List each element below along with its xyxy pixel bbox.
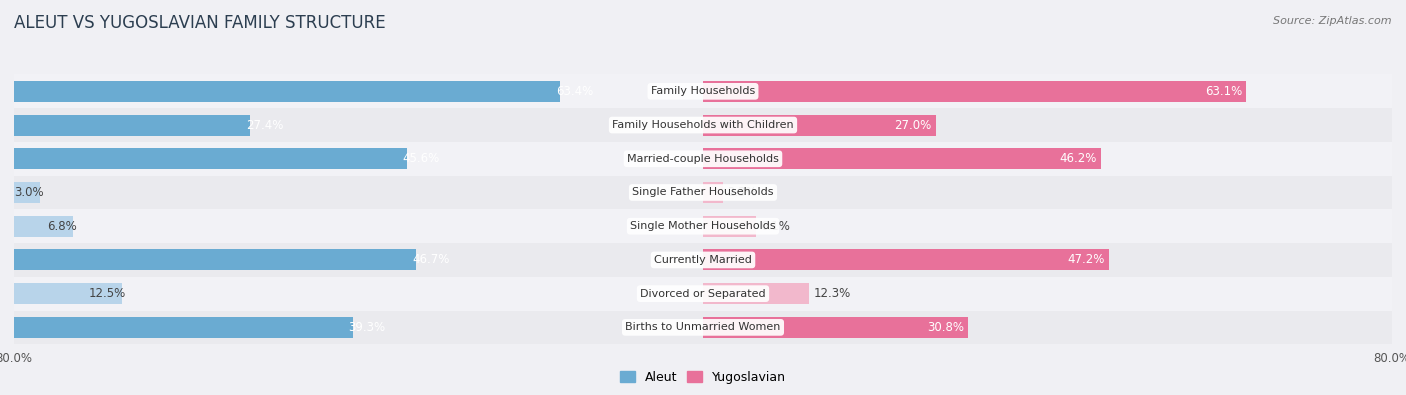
Bar [14, 283, 122, 304]
Text: 39.3%: 39.3% [349, 321, 385, 334]
Bar [703, 148, 1101, 169]
Text: Currently Married: Currently Married [654, 255, 752, 265]
Text: Births to Unmarried Women: Births to Unmarried Women [626, 322, 780, 332]
Bar [703, 176, 1392, 209]
Text: Family Households with Children: Family Households with Children [612, 120, 794, 130]
Bar [703, 75, 1392, 108]
Bar [14, 108, 703, 142]
Bar [703, 115, 935, 135]
Bar [14, 277, 703, 310]
Text: 12.3%: 12.3% [813, 287, 851, 300]
Text: 27.4%: 27.4% [246, 118, 283, 132]
Bar [14, 209, 703, 243]
Text: 2.3%: 2.3% [727, 186, 756, 199]
Bar [14, 182, 39, 203]
Bar [703, 317, 969, 338]
Bar [703, 243, 1392, 277]
Bar [14, 176, 703, 209]
Bar [14, 148, 406, 169]
Bar [703, 108, 1392, 142]
Bar [14, 81, 560, 102]
Bar [14, 250, 416, 271]
Text: Single Father Households: Single Father Households [633, 188, 773, 198]
Text: 30.8%: 30.8% [927, 321, 965, 334]
Bar [703, 81, 1246, 102]
Text: Married-couple Households: Married-couple Households [627, 154, 779, 164]
Text: 46.7%: 46.7% [412, 254, 450, 267]
Text: 12.5%: 12.5% [89, 287, 127, 300]
Bar [703, 182, 723, 203]
Bar [14, 115, 250, 135]
Text: 3.0%: 3.0% [14, 186, 44, 199]
Text: 47.2%: 47.2% [1067, 254, 1105, 267]
Bar [703, 250, 1109, 271]
Bar [14, 216, 73, 237]
Bar [703, 142, 1392, 176]
Text: 45.6%: 45.6% [402, 152, 440, 165]
Text: Divorced or Separated: Divorced or Separated [640, 289, 766, 299]
Text: ALEUT VS YUGOSLAVIAN FAMILY STRUCTURE: ALEUT VS YUGOSLAVIAN FAMILY STRUCTURE [14, 13, 385, 32]
Text: 6.1%: 6.1% [759, 220, 790, 233]
Text: 6.8%: 6.8% [48, 220, 77, 233]
Text: 27.0%: 27.0% [894, 118, 931, 132]
Text: Source: ZipAtlas.com: Source: ZipAtlas.com [1274, 16, 1392, 26]
Bar [703, 209, 1392, 243]
Bar [703, 283, 808, 304]
Bar [14, 310, 703, 344]
Bar [703, 277, 1392, 310]
Text: 46.2%: 46.2% [1059, 152, 1097, 165]
Bar [14, 317, 353, 338]
Bar [14, 142, 703, 176]
Text: 63.4%: 63.4% [555, 85, 593, 98]
Bar [14, 75, 703, 108]
Bar [14, 243, 703, 277]
Bar [703, 310, 1392, 344]
Bar [703, 216, 755, 237]
Text: 63.1%: 63.1% [1205, 85, 1241, 98]
Text: Family Households: Family Households [651, 87, 755, 96]
Legend: Aleut, Yugoslavian: Aleut, Yugoslavian [614, 366, 792, 389]
Text: Single Mother Households: Single Mother Households [630, 221, 776, 231]
